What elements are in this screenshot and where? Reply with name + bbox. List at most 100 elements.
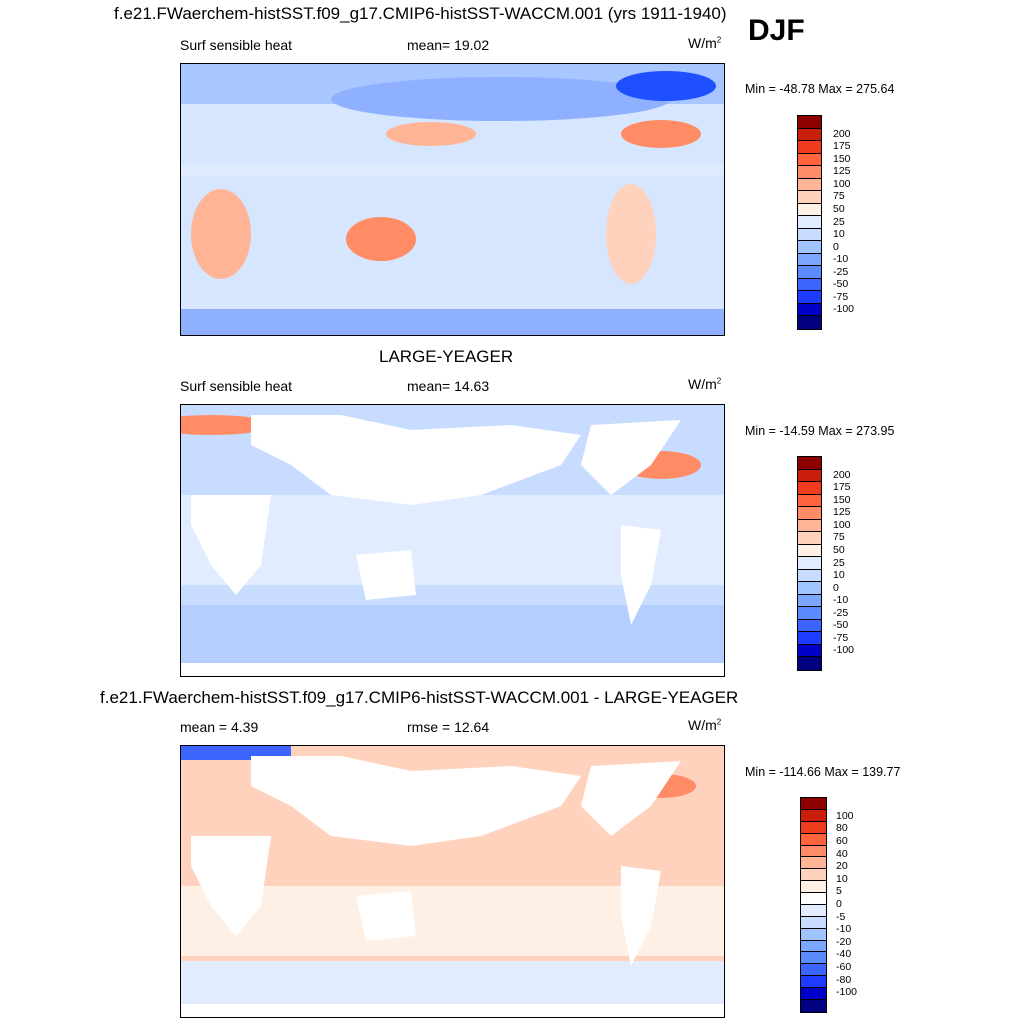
- colorbar-swatch: [798, 657, 821, 670]
- colorbar-tick-label: -60: [836, 960, 852, 973]
- panel-2-map: [180, 404, 725, 677]
- panel-3-south-america-land: [621, 866, 661, 966]
- colorbar-tick-label: 0: [836, 898, 842, 910]
- panel-1-south-america: [606, 184, 656, 284]
- colorbar-tick-label: -100: [833, 644, 855, 657]
- colorbar-swatch: [798, 266, 821, 279]
- colorbar-swatch: [798, 557, 821, 570]
- colorbar-tick-label: 80: [836, 822, 848, 835]
- panel-3-colorbar: [800, 797, 827, 1013]
- colorbar-swatch: [801, 976, 826, 988]
- panel-3-antarctica-land: [181, 1004, 724, 1017]
- panel-2-colorbar: [797, 456, 822, 671]
- panel-2-africa-land: [191, 495, 271, 595]
- panel-1-africa: [191, 189, 251, 279]
- colorbar-swatch: [798, 644, 821, 658]
- panel-3-africa-land: [191, 836, 271, 936]
- colorbar-tick-label: 0: [833, 240, 839, 253]
- colorbar-tick-label: -40: [836, 948, 852, 961]
- colorbar-tick-label: 10: [836, 872, 848, 885]
- colorbar-tick-label: 25: [833, 556, 845, 569]
- colorbar-tick-label: 200: [833, 468, 851, 481]
- colorbar-swatch: [798, 203, 821, 217]
- colorbar-tick-label: 175: [833, 140, 851, 153]
- panel-2-eurasia-land: [251, 415, 581, 505]
- colorbar-tick-label: 10: [833, 228, 845, 241]
- colorbar-swatch: [798, 619, 821, 633]
- colorbar-swatch: [801, 833, 826, 846]
- panel-3-rmse-label: rmse = 12.64: [407, 719, 490, 735]
- season-label: DJF: [748, 14, 805, 47]
- colorbar-tick-label: 5: [836, 885, 842, 898]
- panel-1-tropical-band: [181, 164, 724, 176]
- panel-1-colorbar: [797, 115, 822, 330]
- panel-2-nordic-seas: [181, 415, 271, 435]
- panel-1-map: [180, 63, 725, 336]
- colorbar-tick-label: -80: [836, 973, 852, 986]
- colorbar-tick-label: 100: [833, 177, 851, 190]
- colorbar-tick-label: -50: [833, 278, 849, 291]
- panel-3-mean-label: mean = 4.39: [180, 719, 259, 735]
- panel-1-greenland-cold: [616, 71, 716, 101]
- colorbar-tick-label: 20: [836, 860, 848, 873]
- colorbar-swatch: [798, 519, 821, 533]
- panel-3-map-svg: [181, 746, 724, 1017]
- colorbar-swatch: [798, 241, 821, 254]
- colorbar-swatch: [801, 798, 826, 810]
- panel-2-variable-label: Surf sensible heat: [180, 378, 293, 394]
- panel-2-south-america-land: [621, 525, 661, 625]
- colorbar-swatch: [798, 303, 821, 317]
- colorbar-swatch: [798, 594, 821, 608]
- colorbar-swatch: [801, 881, 826, 893]
- colorbar-tick-label: 75: [833, 190, 845, 203]
- panel-1-mean-label: mean= 19.02: [407, 37, 490, 53]
- colorbar-tick-label: 50: [833, 543, 845, 556]
- colorbar-tick-label: -75: [833, 290, 849, 303]
- colorbar-swatch: [801, 821, 826, 834]
- colorbar-tick-label: -5: [836, 910, 846, 923]
- panel-1-southern-ocean: [181, 309, 724, 335]
- colorbar-tick-label: -100: [836, 986, 858, 999]
- colorbar-swatch: [798, 141, 821, 154]
- colorbar-tick-label: 75: [833, 531, 845, 544]
- colorbar-swatch: [798, 316, 821, 329]
- panel-3-map: [180, 745, 725, 1018]
- colorbar-tick-label: 200: [833, 127, 851, 140]
- panel-1-map-svg: [181, 64, 724, 335]
- colorbar-swatch: [798, 166, 821, 179]
- panel-1-title: f.e21.FWaerchem-histSST.f09_g17.CMIP6-hi…: [114, 4, 727, 23]
- colorbar-tick-label: 175: [833, 481, 851, 494]
- colorbar-swatch: [801, 940, 826, 953]
- colorbar-swatch: [798, 457, 821, 470]
- colorbar-tick-label: 50: [833, 202, 845, 215]
- colorbar-tick-label: 150: [833, 493, 851, 506]
- colorbar-swatch: [801, 857, 826, 870]
- colorbar-swatch: [801, 999, 826, 1012]
- colorbar-swatch: [798, 291, 821, 304]
- colorbar-swatch: [798, 116, 821, 129]
- panel-3-colorbar-swatches: [801, 798, 826, 1012]
- colorbar-swatch: [798, 507, 821, 520]
- panel-3-australia-land: [356, 891, 416, 941]
- panel-2-antarctica-land: [181, 663, 724, 676]
- colorbar-swatch: [801, 952, 826, 965]
- panel-2-north-america-land: [581, 420, 681, 495]
- colorbar-swatch: [801, 845, 826, 858]
- colorbar-tick-label: -25: [833, 606, 849, 619]
- colorbar-swatch: [801, 893, 826, 905]
- colorbar-tick-label: 150: [833, 152, 851, 165]
- panel-1-colorbar-swatches: [798, 116, 821, 329]
- colorbar-tick-label: -10: [836, 923, 852, 936]
- colorbar-tick-label: -25: [833, 265, 849, 278]
- colorbar-tick-label: 25: [833, 215, 845, 228]
- colorbar-swatch: [801, 916, 826, 929]
- panel-1-minmax: Min = -48.78 Max = 275.64: [745, 82, 895, 96]
- panel-2-mean-label: mean= 14.63: [407, 378, 490, 394]
- colorbar-tick-label: 0: [833, 581, 839, 594]
- colorbar-tick-label: 100: [836, 809, 854, 822]
- colorbar-swatch: [798, 469, 821, 483]
- colorbar-swatch: [798, 178, 821, 192]
- panel-2-colorbar-swatches: [798, 457, 821, 670]
- colorbar-tick-label: 10: [833, 569, 845, 582]
- colorbar-swatch: [798, 494, 821, 508]
